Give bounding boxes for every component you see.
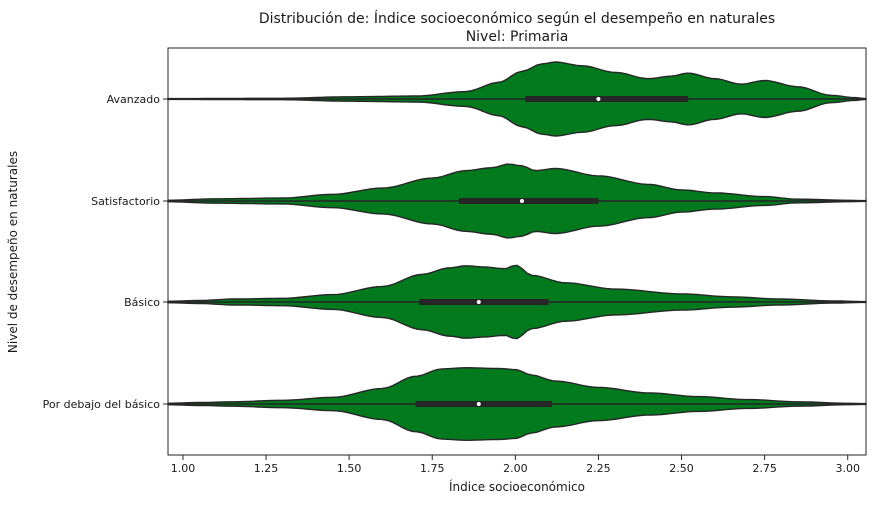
y-axis-label: Nivel de desempeño en naturales	[6, 151, 20, 353]
y-axis: Avanzado Satisfactorio Básico Por debajo de…	[43, 93, 168, 411]
x-tick-label: 1.50	[337, 462, 362, 475]
x-tick-label: 1.00	[171, 462, 196, 475]
x-tick-label: 3.00	[835, 462, 860, 475]
violin-median-point	[519, 199, 524, 203]
violin-iqr-box	[458, 198, 599, 204]
x-tick-label: 2.50	[669, 462, 694, 475]
y-tick-label: Avanzado	[107, 93, 161, 106]
x-tick-label: 1.25	[254, 462, 279, 475]
plot-frame	[167, 47, 867, 456]
violin-iqr-box	[525, 96, 689, 102]
violin-iqr-box	[418, 299, 549, 305]
x-tick-label: 2.75	[752, 462, 777, 475]
violin-median-point	[596, 97, 601, 101]
x-tick-label: 2.00	[503, 462, 528, 475]
x-tick-label: 1.75	[420, 462, 445, 475]
violin-median-point	[476, 402, 481, 406]
chart-title: Distribución de: Índice socioeconómico s…	[259, 10, 775, 27]
chart-subtitle: Nivel: Primaria	[466, 29, 569, 45]
violin-iqr-box	[415, 401, 552, 407]
violin-group	[167, 61, 867, 442]
x-axis-label: Índice socioeconómico	[449, 479, 585, 494]
y-tick-label: Satisfactorio	[91, 195, 160, 208]
x-tick-label: 2.25	[586, 462, 611, 475]
y-tick-label: Básico	[124, 296, 160, 309]
y-tick-label: Por debajo del básico	[43, 398, 161, 411]
violin-median-point	[476, 300, 481, 304]
x-axis: 1.00 1.25 1.50 1.75 2.00 2.25 2.50 2.75 3.00	[171, 455, 860, 475]
